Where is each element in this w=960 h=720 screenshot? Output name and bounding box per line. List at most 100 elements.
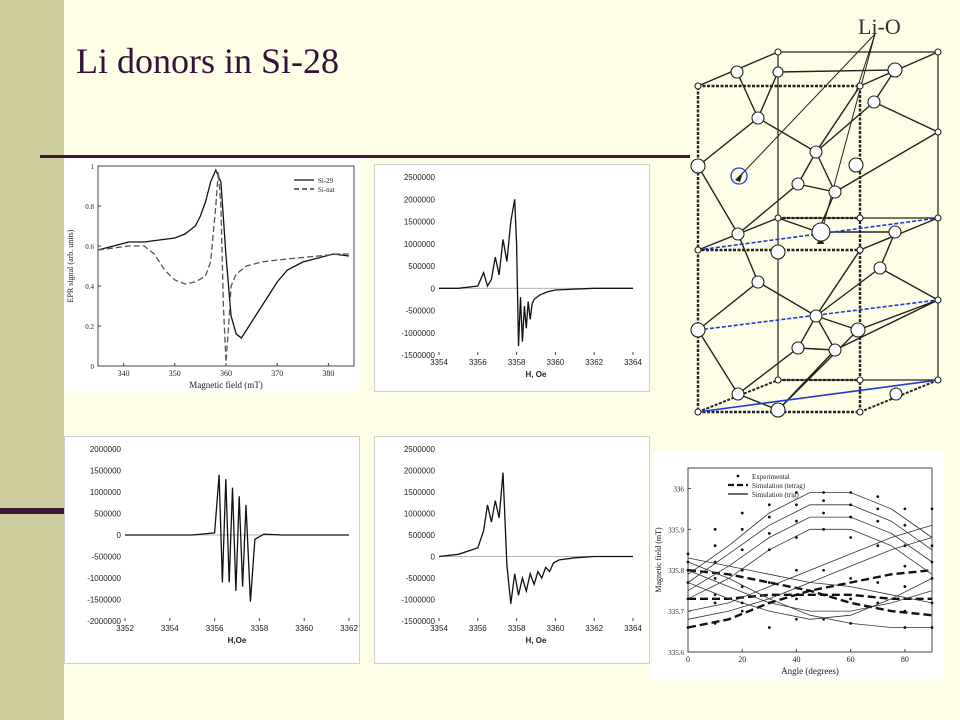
y-tick-label: 2500000 (404, 173, 436, 182)
epr-spectrum-chart-3: 3354 3356 3358 3360 3362 3364 -1500000 -1000000… (374, 436, 650, 664)
experimental-point (876, 507, 880, 511)
x-tick-label: 3358 (508, 624, 526, 633)
y-tick-label: 1 (91, 163, 95, 171)
y-tick-label: 335.9 (668, 526, 684, 534)
experimental-point (930, 601, 934, 605)
experimental-point (849, 597, 853, 601)
experimental-point (849, 621, 853, 625)
experimental-point (822, 617, 825, 621)
chart-svg-p1: 340 350 360 370 380 0 0.2 0.4 0.6 0.8 1 Magnetic fi… (66, 163, 355, 390)
legend-entry: Si-29 (318, 177, 334, 185)
x-tick-label: 3360 (295, 624, 313, 633)
x-tick-label: 3364 (624, 358, 642, 367)
li-o-label: Li-O (858, 14, 901, 39)
lattice-blue-line (697, 379, 939, 413)
x-tick-label: 340 (118, 369, 130, 378)
x-tick-label: 3362 (585, 358, 603, 367)
si-atom (934, 376, 942, 384)
legend-entry: Experimental (752, 473, 790, 481)
series-line-0 (97, 168, 349, 339)
x-tick-label: 3362 (340, 624, 358, 633)
si-atom (791, 341, 805, 355)
y-tick-label: 1500000 (90, 467, 122, 476)
si-atom (694, 82, 702, 90)
y-tick-label: 0.6 (85, 243, 94, 251)
experimental-point (740, 568, 744, 572)
y-tick-label: -1500000 (401, 351, 435, 360)
series-line-8 (687, 569, 933, 612)
y-tick-label: 335.7 (668, 608, 684, 616)
experimental-point (740, 601, 744, 605)
si-atom (694, 408, 702, 416)
experimental-point (849, 577, 853, 580)
y-tick-label: -1000000 (401, 596, 435, 605)
x-tick-label: 370 (271, 369, 283, 378)
experimental-point (795, 536, 798, 539)
si-atom (751, 275, 765, 289)
y-tick-label: 0 (431, 553, 436, 562)
y-tick-label: 336 (674, 485, 685, 493)
si-atom (809, 309, 823, 323)
y-tick-label: 500000 (408, 262, 435, 271)
experimental-point (903, 609, 907, 613)
experimental-point (849, 536, 853, 539)
si-atom (850, 322, 866, 338)
si-atom (774, 214, 782, 222)
y-tick-label: 0.4 (85, 283, 94, 291)
y-tick-label: 1000000 (90, 488, 122, 497)
experimental-point (767, 601, 771, 605)
si-atom (770, 402, 786, 418)
experimental-point (930, 560, 934, 564)
experimental-point (822, 593, 825, 597)
x-axis-label: H, Oe (526, 370, 547, 379)
epr-comparison-chart: 340 350 360 370 380 0 0.2 0.4 0.6 0.8 1 Magnetic fi… (64, 158, 360, 392)
y-tick-label: 0 (431, 284, 436, 293)
x-tick-label: 3362 (585, 624, 603, 633)
x-tick-label: 20 (738, 655, 746, 664)
legend-entry: Simulation (trig) (752, 491, 800, 499)
y-tick-label: 2000000 (404, 195, 436, 204)
experimental-point (876, 581, 880, 584)
sidebar-accent-bar (0, 508, 64, 514)
experimental-point (713, 560, 717, 564)
x-tick-label: 3358 (251, 624, 269, 633)
x-tick-label: 3356 (469, 624, 487, 633)
y-tick-label: -500000 (406, 574, 436, 583)
x-tick-label: 3360 (547, 624, 565, 633)
si-atom (856, 408, 864, 416)
experimental-point (767, 548, 771, 552)
y-tick-label: 1500000 (404, 488, 436, 497)
legend-entry: Si-nat (318, 186, 335, 194)
experimental-point (713, 577, 717, 580)
y-tick-label: 1000000 (404, 240, 436, 249)
series-line-0 (439, 199, 633, 347)
experimental-point (930, 544, 934, 548)
x-tick-label: 350 (169, 369, 181, 378)
x-tick-label: 3354 (161, 624, 179, 633)
lattice-edge (777, 218, 939, 381)
experimental-point (686, 581, 690, 584)
y-tick-label: 500000 (94, 510, 121, 519)
y-tick-label: 0.8 (85, 203, 94, 211)
si-atom (856, 246, 864, 254)
experimental-point (740, 609, 744, 613)
si-atom (751, 111, 765, 125)
y-tick-label: -1500000 (401, 617, 435, 626)
legend-entry: Simulation (tetrag) (752, 482, 806, 490)
si-atom (772, 66, 784, 78)
chart-svg-p4: 3354 3356 3358 3360 3362 3364 -1500000 -1000000… (401, 445, 642, 645)
experimental-point (822, 491, 825, 494)
si-atom (690, 322, 706, 338)
experimental-point (686, 560, 690, 564)
experimental-point (795, 491, 798, 494)
x-tick-label: 80 (901, 655, 909, 664)
si-atom (774, 376, 782, 384)
experimental-point (903, 626, 907, 629)
experimental-point (930, 507, 934, 511)
x-tick-label: 360 (220, 369, 232, 378)
y-axis-label: EPR signal (arb. units) (66, 229, 75, 302)
series-line-0 (125, 474, 349, 602)
x-tick-label: 3358 (508, 358, 526, 367)
si-atom (809, 145, 823, 159)
experimental-point (686, 552, 690, 556)
